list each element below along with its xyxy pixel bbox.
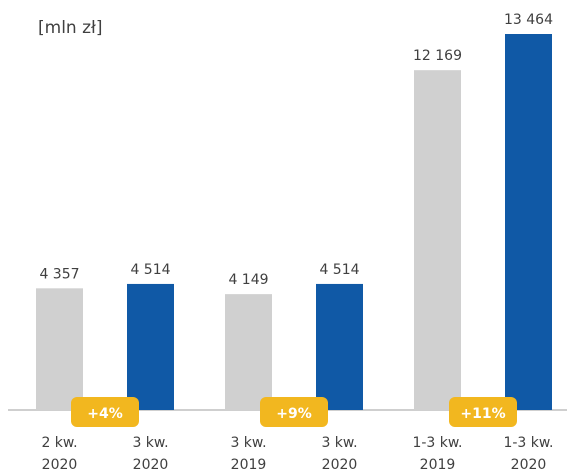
value-label: 4 514 <box>130 262 170 278</box>
change-label: +4% <box>87 406 123 422</box>
change-badge <box>260 397 328 427</box>
change-badge <box>71 397 139 427</box>
bar <box>414 70 461 411</box>
value-label: 4 357 <box>39 266 79 282</box>
value-label: 4 149 <box>228 272 268 288</box>
value-label: 4 514 <box>319 262 359 278</box>
category-label: 1-3 kw. <box>503 435 553 451</box>
category-label: 3 kw. <box>230 435 266 451</box>
change-badge <box>449 397 517 427</box>
bar <box>225 294 272 410</box>
bar <box>127 283 174 410</box>
category-label: 2020 <box>42 457 78 473</box>
category-label: 2019 <box>420 457 456 473</box>
bar <box>316 283 363 410</box>
category-label: 2 kw. <box>41 435 77 451</box>
category-label: 2019 <box>231 457 267 473</box>
bar <box>505 34 552 410</box>
category-label: 1-3 kw. <box>412 435 462 451</box>
category-label: 3 kw. <box>321 435 357 451</box>
value-label: 12 169 <box>413 48 462 64</box>
change-label: +11% <box>460 406 505 422</box>
bar <box>36 288 83 410</box>
value-label: 13 464 <box>504 12 553 28</box>
category-label: 2020 <box>511 457 547 473</box>
category-label: 3 kw. <box>132 435 168 451</box>
unit-label: [mln zł] <box>38 18 103 38</box>
category-label: 2020 <box>322 457 358 473</box>
category-label: 2020 <box>133 457 169 473</box>
change-label: +9% <box>276 406 312 422</box>
